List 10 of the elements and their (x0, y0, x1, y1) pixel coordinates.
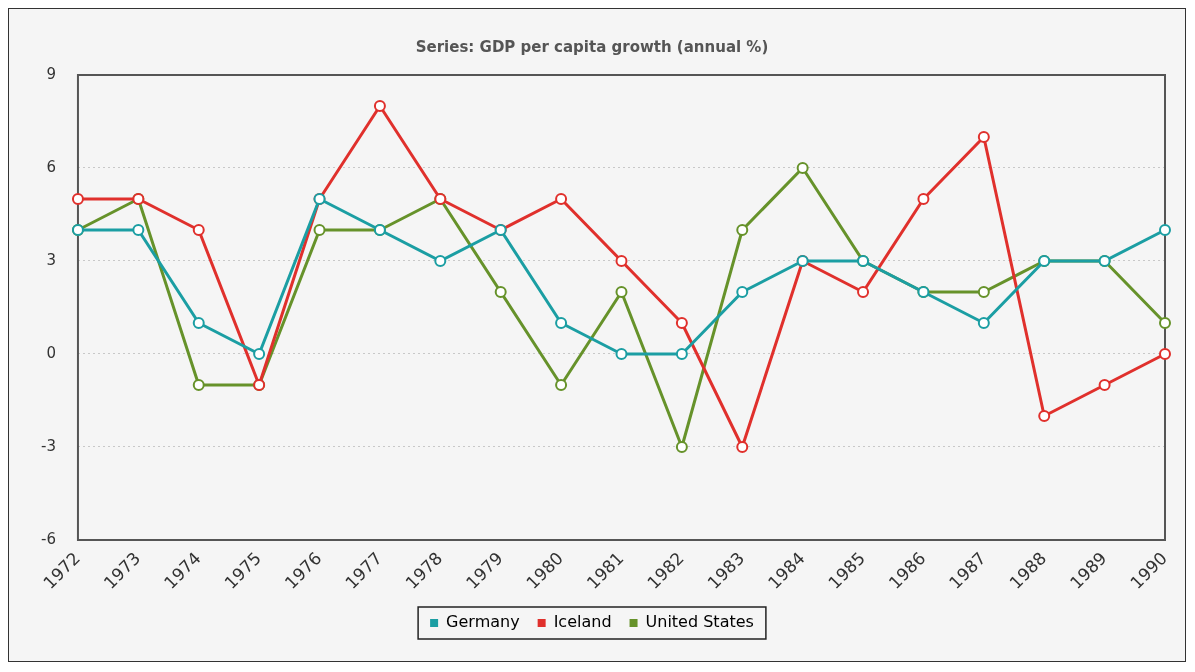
y-tick-label: 0 (46, 343, 56, 362)
chart-title: Series: GDP per capita growth (annual %) (415, 37, 769, 56)
y-tick-label: 9 (46, 64, 56, 83)
y-tick-label: -3 (40, 436, 56, 455)
y-tick-label: 3 (46, 250, 56, 269)
legend-label: Iceland (553, 612, 612, 632)
y-tick-label: 6 (46, 157, 56, 176)
legend-label: United States (645, 612, 754, 632)
y-tick-label: -6 (40, 529, 56, 548)
legend-label: Germany (446, 612, 520, 632)
